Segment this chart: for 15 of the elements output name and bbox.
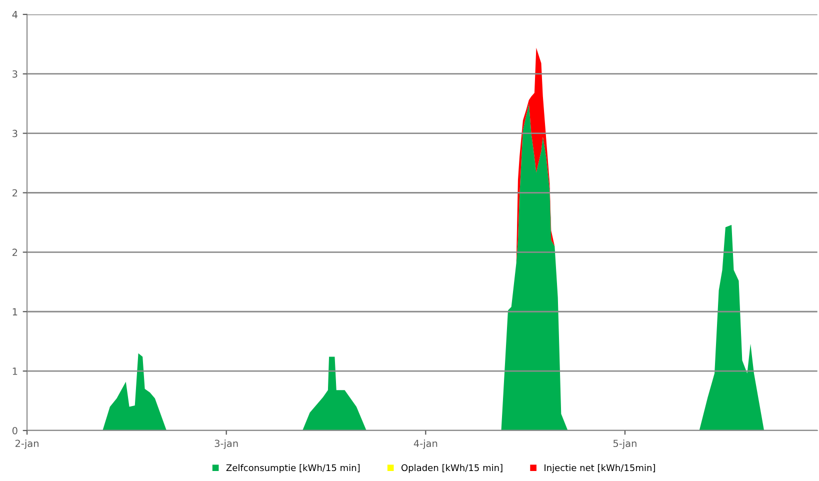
y-tick-label: 1 — [12, 308, 18, 316]
legend-label: Zelfconsumptie [kWh/15 min] — [226, 464, 360, 473]
y-tick-label: 3 — [12, 130, 18, 138]
y-tick-label: 3 — [12, 70, 18, 78]
x-tick-label: 2-jan — [15, 440, 38, 449]
y-tick-label: 0 — [12, 426, 18, 434]
x-tick-label: 3-jan — [214, 440, 238, 449]
y-tick-label: 4 — [12, 11, 18, 18]
y-tick-label: 2 — [12, 189, 18, 196]
y-tick-label: 2 — [12, 248, 18, 256]
x-tick-label: 4-jan — [414, 440, 438, 449]
x-tick-label: 5-jan — [613, 440, 636, 449]
legend-label: Injectie net [kWh/15min] — [544, 464, 655, 473]
legend-label: Opladen [kWh/15 min] — [401, 464, 502, 473]
y-tick-label: 1 — [12, 368, 18, 375]
